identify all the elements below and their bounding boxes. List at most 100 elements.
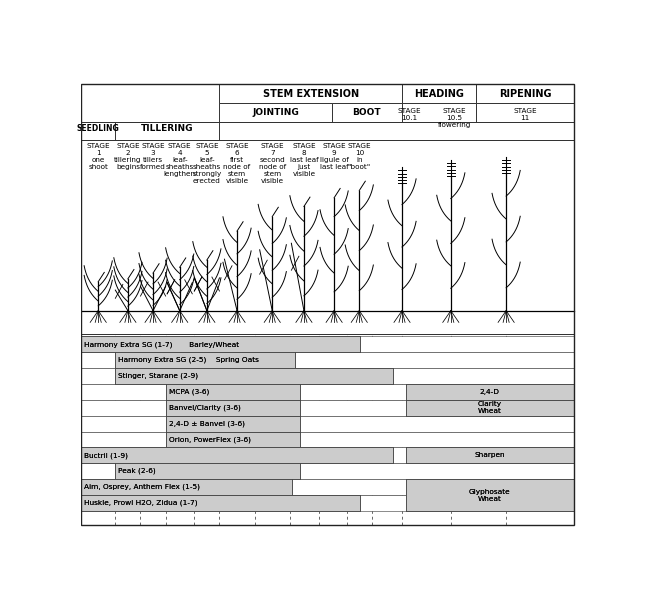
Text: Clarity
Wheat: Clarity Wheat [478,401,502,415]
Bar [332,103,402,122]
Bar [406,400,574,416]
Text: 2,4-D ± Banvel (3-6): 2,4-D ± Banvel (3-6) [169,421,245,427]
Bar [81,400,574,416]
Text: Harmony Extra SG (2-5)    Spring Oats: Harmony Extra SG (2-5) Spring Oats [118,357,259,364]
Bar [81,495,574,511]
Text: Orion, PowerFlex (3-6): Orion, PowerFlex (3-6) [169,436,251,443]
Bar [165,384,300,400]
Text: 2,4-D ± Banvel (3-6): 2,4-D ± Banvel (3-6) [169,421,245,427]
Bar [81,352,574,368]
Text: Sharpen: Sharpen [474,452,505,458]
Bar [81,495,360,511]
Text: Stinger, Starane (2-9): Stinger, Starane (2-9) [118,373,199,379]
Bar [81,336,574,352]
Bar [81,447,393,463]
Bar [81,336,360,352]
Bar [116,352,295,368]
Text: Aim, Osprey, Anthem Flex (1-5): Aim, Osprey, Anthem Flex (1-5) [84,484,200,490]
Text: STAGE
9
ligule of
last leaf: STAGE 9 ligule of last leaf [320,142,349,170]
Text: STAGE
7
second
node of
stem
visible: STAGE 7 second node of stem visible [259,142,286,184]
Bar [165,400,300,416]
Text: Banvel/Clarity (3-6): Banvel/Clarity (3-6) [169,404,241,411]
Bar [406,479,574,511]
Text: 2,4-D: 2,4-D [480,389,500,395]
Text: Glyphosate
Wheat: Glyphosate Wheat [469,488,511,502]
Text: STAGE
5
leaf-
sheaths
strongly
erected: STAGE 5 leaf- sheaths strongly erected [192,142,221,184]
Bar [81,336,360,352]
Text: Huskle, Prowl H2O, Zidua (1-7): Huskle, Prowl H2O, Zidua (1-7) [84,500,198,506]
Bar [406,384,574,400]
Bar [81,495,360,511]
Bar [402,84,476,103]
Bar [81,479,292,495]
Text: Stinger, Starane (2-9): Stinger, Starane (2-9) [118,373,199,379]
Bar [165,416,300,431]
Text: Peak (2-6): Peak (2-6) [118,468,156,474]
Bar [165,431,300,447]
Bar [406,447,574,463]
Bar [116,368,393,384]
Text: STAGE
3
tillers
formed: STAGE 3 tillers formed [140,142,166,170]
Bar [406,400,574,416]
Bar [116,122,219,141]
Bar [81,447,393,463]
Bar [81,447,574,463]
Text: TILLERING: TILLERING [141,124,193,133]
Text: HEADING: HEADING [414,88,464,99]
Text: Aim, Osprey, Anthem Flex (1-5): Aim, Osprey, Anthem Flex (1-5) [84,484,200,490]
Bar [81,479,292,495]
Text: Buctril (1-9): Buctril (1-9) [84,452,128,459]
Bar [402,103,476,122]
Text: Harmony Extra SG (2-5)    Spring Oats: Harmony Extra SG (2-5) Spring Oats [118,357,259,364]
Text: STAGE
8
last leaf
just
visible: STAGE 8 last leaf just visible [289,142,318,177]
Text: STAGE
10.5
flowering: STAGE 10.5 flowering [437,108,471,128]
Text: RIPENING: RIPENING [498,88,551,99]
Bar [81,122,574,141]
Bar [81,384,574,400]
Text: 2,4-D: 2,4-D [480,389,500,395]
Bar [81,479,574,495]
Text: Glyphosate
Wheat: Glyphosate Wheat [469,488,511,502]
Bar [116,368,393,384]
Bar [219,103,332,122]
Text: STAGE
10.1: STAGE 10.1 [398,108,421,121]
Text: Orion, PowerFlex (3-6): Orion, PowerFlex (3-6) [169,436,251,443]
Text: MCPA (3-6): MCPA (3-6) [169,388,209,395]
Bar [406,384,574,400]
Bar [165,431,300,447]
Bar [219,84,402,103]
Bar [406,479,574,511]
Bar [81,431,574,447]
Text: Harmony Extra SG (1-7)       Barley/Wheat: Harmony Extra SG (1-7) Barley/Wheat [84,341,239,348]
Bar [81,141,574,334]
Text: MCPA (3-6): MCPA (3-6) [169,388,209,395]
Text: SEEDLING: SEEDLING [77,124,119,133]
Bar [406,447,574,463]
Text: STAGE
1
one
shoot: STAGE 1 one shoot [86,142,110,170]
Bar [165,384,300,400]
Text: Harmony Extra SG (1-7)       Barley/Wheat: Harmony Extra SG (1-7) Barley/Wheat [84,341,239,348]
Text: BOOT: BOOT [352,108,381,117]
Text: STAGE
4
leaf-
sheaths
lengthen: STAGE 4 leaf- sheaths lengthen [164,142,196,177]
Bar [81,122,116,141]
Bar [81,463,574,479]
Text: STAGE
10
in
"boot": STAGE 10 in "boot" [347,142,371,170]
Bar [165,400,300,416]
Text: Banvel/Clarity (3-6): Banvel/Clarity (3-6) [169,404,241,411]
Text: Clarity
Wheat: Clarity Wheat [478,401,502,415]
Text: Huskle, Prowl H2O, Zidua (1-7): Huskle, Prowl H2O, Zidua (1-7) [84,500,198,506]
Text: Buctril (1-9): Buctril (1-9) [84,452,128,459]
Bar [81,368,574,384]
Text: Sharpen: Sharpen [474,452,505,458]
Text: STAGE
6
first
node of
stem
visible: STAGE 6 first node of stem visible [223,142,251,184]
Bar [116,463,300,479]
Bar [476,103,574,122]
Bar [165,416,300,431]
Bar [81,416,574,431]
Bar [476,84,574,103]
Text: Peak (2-6): Peak (2-6) [118,468,156,474]
Text: STEM EXTENSION: STEM EXTENSION [263,88,359,99]
Text: STAGE
11: STAGE 11 [513,108,537,121]
Text: JOINTING: JOINTING [252,108,299,117]
Text: STAGE
2
tillering
begins: STAGE 2 tillering begins [114,142,141,170]
